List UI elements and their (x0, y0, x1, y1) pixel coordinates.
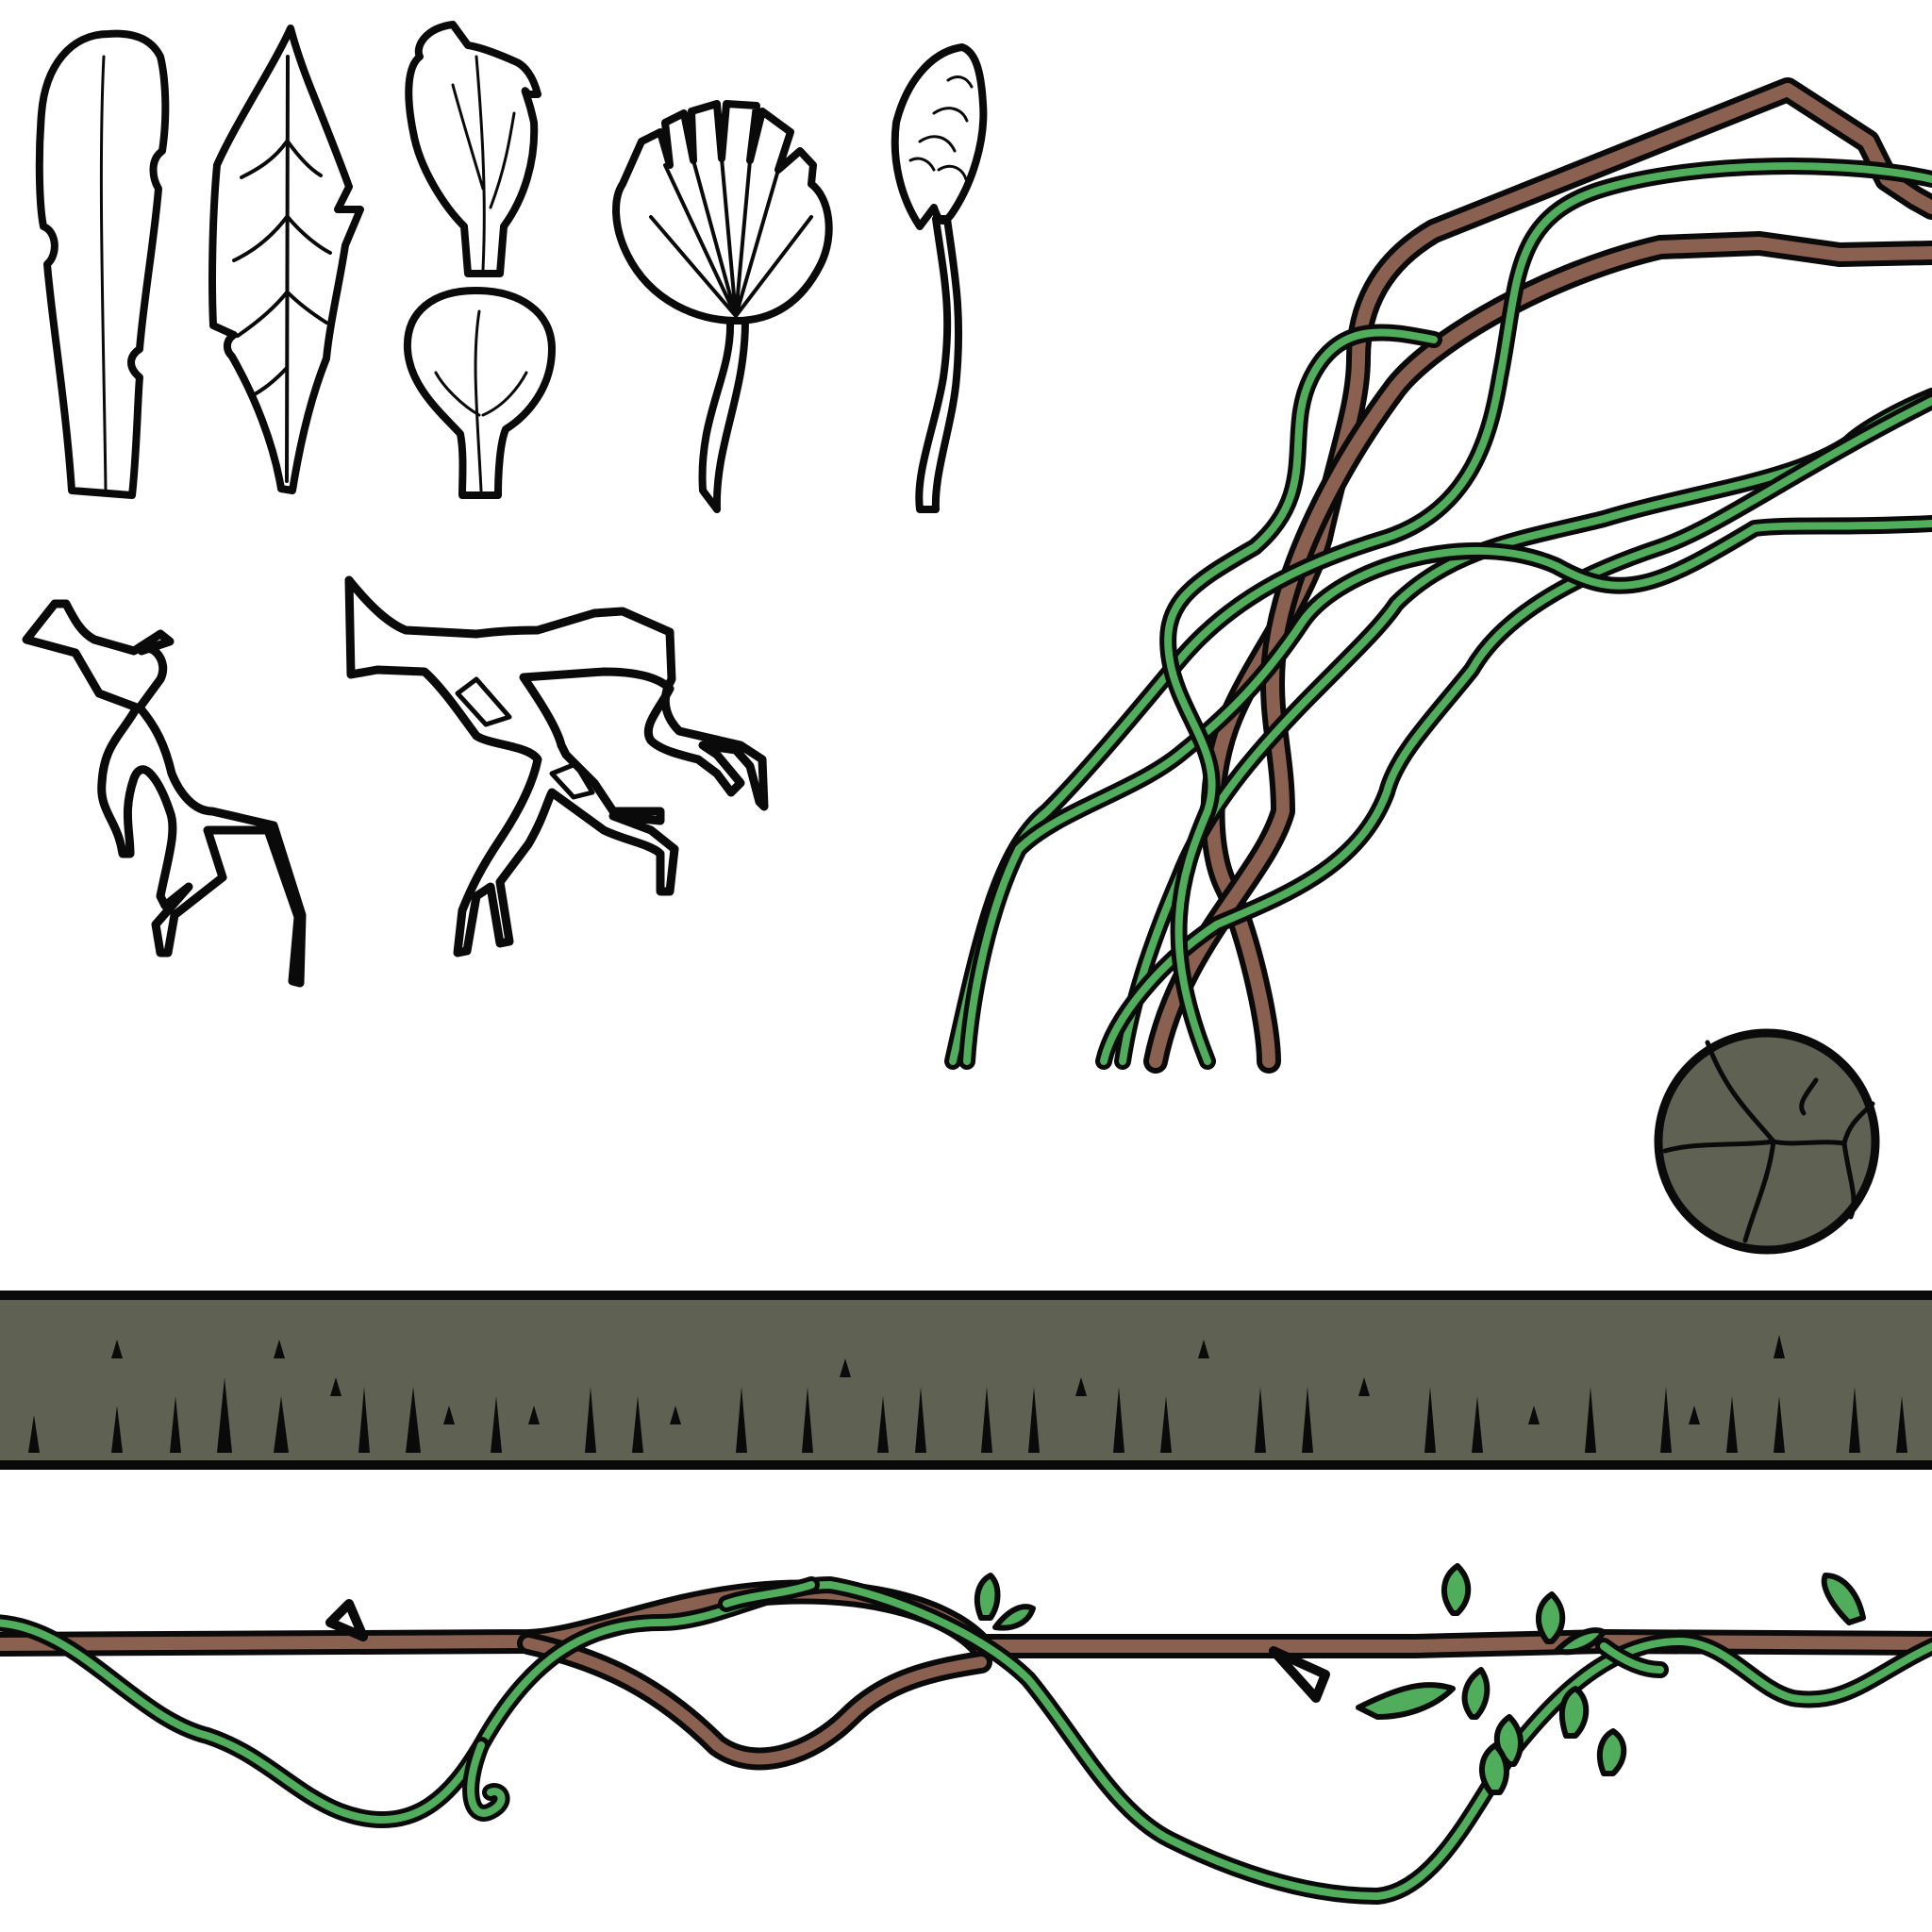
root-cluster-small (22, 599, 307, 988)
leaf-round-bulb-bottom (403, 287, 556, 499)
leaf-fan-palm (612, 100, 833, 513)
leaf-serrated-pointed (208, 25, 364, 494)
green-vine-strands (944, 158, 1932, 1070)
horizontal-branch-with-vines (0, 1563, 1932, 1905)
leaf-round-small-top (405, 21, 541, 277)
branch-vine-leaves (974, 1563, 1866, 1795)
leaf-scaled-sprout (891, 43, 988, 513)
grass-tuft-marks (28, 1335, 1907, 1453)
root-icon (344, 575, 769, 958)
leaf-icon (208, 25, 364, 494)
root-cluster-large (344, 575, 769, 958)
leaf-icon (403, 287, 556, 499)
root-icon (22, 599, 307, 988)
cracked-stone-ball (1654, 1028, 1880, 1255)
leaf-icon (405, 21, 541, 277)
stone-ground-strip (0, 1291, 1932, 1470)
leaf-icon (35, 29, 170, 499)
palm-leaf-icon (612, 100, 833, 325)
hanging-vine-bundle (944, 77, 1932, 1074)
leaf-elongated-notched (35, 29, 170, 499)
